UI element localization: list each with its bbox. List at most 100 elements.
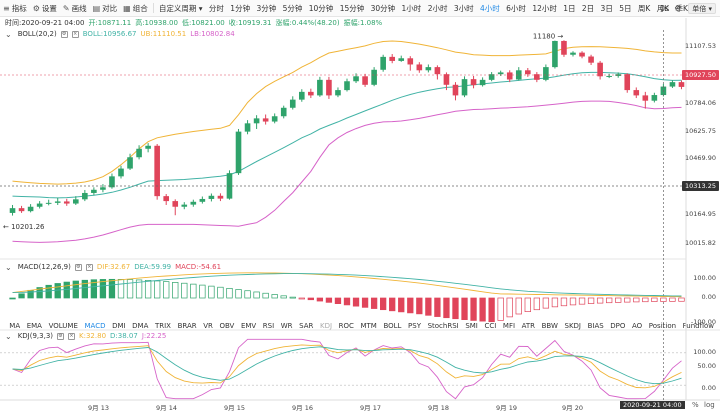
tab-bbw[interactable]: BBW — [541, 321, 558, 330]
ohlc-amplitude: 振幅:1.08% — [343, 19, 383, 27]
crosshair-time-tag: 2020-09-21 04:00 — [620, 401, 685, 409]
tab-dmi[interactable]: DMI — [112, 321, 126, 330]
tab-skdj[interactable]: SKDJ — [564, 321, 582, 330]
tab-rsi[interactable]: RSI — [262, 321, 275, 330]
period-0[interactable]: 分时 — [208, 3, 224, 13]
period-19[interactable]: 季K — [675, 3, 688, 13]
macd-histogram-bar — [398, 297, 405, 313]
macd-histogram-bar — [615, 297, 622, 303]
candle-body — [443, 74, 450, 85]
tab-brar[interactable]: BRAR — [177, 321, 197, 330]
tab-sar[interactable]: SAR — [299, 321, 314, 330]
close-icon[interactable]: × — [71, 30, 79, 38]
period-8[interactable]: 2小时 — [427, 3, 448, 13]
candle-body — [515, 70, 522, 80]
tab-macd[interactable]: MACD — [84, 321, 106, 330]
settings-icon[interactable]: ⚙ — [57, 332, 65, 340]
chevron-down-icon[interactable]: ⌄ — [5, 29, 12, 39]
tab-stochrsi[interactable]: StochRSI — [427, 321, 459, 330]
period-11[interactable]: 6小时 — [506, 3, 526, 13]
candle-body — [407, 58, 414, 65]
tab-psy[interactable]: PSY — [408, 321, 421, 330]
tab-ema[interactable]: EMA — [26, 321, 42, 330]
close-icon[interactable]: × — [85, 263, 93, 271]
tab-position[interactable]: Position — [648, 321, 677, 330]
candle-body — [9, 208, 16, 213]
period-12[interactable]: 12小时 — [532, 3, 557, 13]
tab-vr[interactable]: VR — [203, 321, 213, 330]
kdj-tick-label: 0.00 — [701, 384, 716, 392]
candle-body — [109, 176, 115, 188]
tab-smi[interactable]: SMI — [465, 321, 478, 330]
kdj-d-line — [12, 346, 682, 385]
close-icon[interactable]: × — [68, 332, 76, 340]
period-2[interactable]: 3分钟 — [256, 3, 277, 13]
candle-body — [27, 206, 34, 212]
tab-emv[interactable]: EMV — [240, 321, 257, 330]
candle-body — [488, 74, 495, 80]
period-4[interactable]: 10分钟 — [308, 3, 334, 13]
tab-obv[interactable]: OBV — [219, 321, 235, 330]
refresh-seconds: 0s — [659, 4, 670, 13]
tab-mfi[interactable]: MFI — [502, 321, 516, 330]
candle-body — [669, 82, 676, 87]
log-toggle[interactable]: log — [704, 401, 715, 409]
period-13[interactable]: 1日 — [563, 3, 576, 13]
combine-button[interactable]: ▦ 组合 — [120, 0, 151, 17]
period-6[interactable]: 30分钟 — [370, 3, 396, 13]
tab-boll[interactable]: BOLL — [383, 321, 402, 330]
boll-name: BOLL(20,2) — [17, 30, 57, 38]
tab-bias[interactable]: BIAS — [587, 321, 604, 330]
period-16[interactable]: 5日 — [619, 3, 632, 13]
chevron-down-icon[interactable]: ⌄ — [5, 331, 12, 341]
period-10[interactable]: 4小时 — [480, 3, 500, 13]
kdj-tick-label: 100.00 — [693, 348, 716, 356]
chevron-down-icon[interactable]: ⌄ — [5, 262, 12, 272]
tab-mtm[interactable]: MTM — [360, 321, 377, 330]
tab-dma[interactable]: DMA — [132, 321, 149, 330]
settings-icon[interactable]: ⚙ — [60, 30, 68, 38]
tab-atr[interactable]: ATR — [521, 321, 536, 330]
period-1[interactable]: 1分钟 — [230, 3, 251, 13]
gear-icon[interactable]: ⚙ — [674, 4, 682, 13]
ohlc-info: 时间:2020-09-21 04:00 开:10871.11 高:10938.0… — [5, 18, 382, 28]
draw-line-button[interactable]: ✎ 画线 — [60, 0, 90, 17]
macd-histogram-bar — [425, 297, 432, 316]
tab-ao[interactable]: AO — [632, 321, 643, 330]
percent-toggle[interactable]: % — [692, 401, 699, 409]
macd-histogram-bar — [416, 297, 423, 315]
tab-cci[interactable]: CCI — [484, 321, 497, 330]
candle-body — [497, 72, 504, 75]
candle-body — [82, 192, 88, 200]
period-14[interactable]: 2日 — [581, 3, 595, 13]
candle-body — [615, 74, 622, 76]
tab-wr[interactable]: WR — [280, 321, 293, 330]
macd-histogram-bar — [27, 289, 34, 299]
period-18[interactable]: 月K — [656, 3, 670, 13]
period-15[interactable]: 3日 — [600, 3, 613, 13]
tab-roc[interactable]: ROC — [338, 321, 354, 330]
tab-volume[interactable]: VOLUME — [48, 321, 78, 330]
tab-fundflow[interactable]: Fundflow — [682, 321, 715, 330]
period-3[interactable]: 5分钟 — [282, 3, 303, 13]
period-7[interactable]: 1小时 — [401, 3, 422, 13]
settings-icon: ⚙ — [32, 3, 40, 13]
tab-kdj[interactable]: KDJ — [319, 321, 333, 330]
settings-button[interactable]: ⚙ 设置 — [30, 0, 60, 17]
compare-button[interactable]: ▤ 对比 — [90, 0, 121, 17]
scale-dropdown[interactable]: 单倍 ▾ — [688, 3, 716, 14]
candle-body — [588, 56, 594, 63]
settings-icon[interactable]: ⚙ — [74, 263, 82, 271]
tab-dpo[interactable]: DPO — [610, 321, 626, 330]
indicators-button[interactable]: ≡ 指标 — [0, 0, 30, 17]
tab-ma[interactable]: MA — [9, 321, 21, 330]
period-17[interactable]: 周K — [637, 3, 651, 13]
candle-body — [561, 40, 567, 55]
macd-histogram-bar — [271, 294, 278, 299]
period-9[interactable]: 3小时 — [453, 3, 474, 13]
custom-period-dropdown[interactable]: 自定义周期 ▾ — [158, 3, 203, 13]
macd-histogram-bar — [334, 297, 342, 304]
tab-trix[interactable]: TRIX — [154, 321, 171, 330]
period-5[interactable]: 15分钟 — [339, 3, 365, 13]
